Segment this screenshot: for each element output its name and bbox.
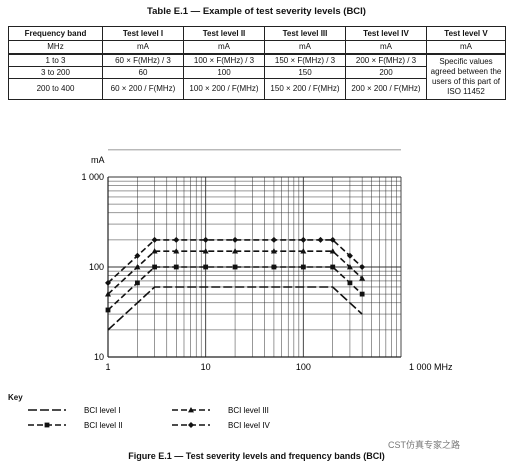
unit-cell: mA — [264, 40, 346, 55]
series-line-bci-level-ii — [107, 266, 363, 311]
unit-cell: mA — [102, 40, 184, 55]
table-cell: 200 — [345, 66, 427, 79]
key-label: BCI level III — [228, 406, 269, 415]
data-point-bci-level-ii — [347, 280, 353, 286]
data-point-bci-level-iii — [359, 275, 366, 281]
unit-cell: mA — [183, 40, 265, 55]
data-point-bci-level-ii — [330, 264, 336, 270]
header-test-level-3: Test level III — [264, 26, 346, 41]
table-cell: 150 × F(MHz) / 3 — [264, 53, 346, 67]
table-cell: 100 — [183, 66, 265, 79]
key-title: Key — [8, 393, 23, 402]
chart-key: BCI level I BCI level II BCI level III BCI … — [28, 406, 270, 430]
data-point-bci-level-iii — [134, 264, 141, 270]
watermark: CST仿真专家之路 — [386, 438, 463, 451]
data-point-bci-level-iv — [134, 252, 141, 259]
figure-caption: Figure E.1 — Test severity levels and fr… — [128, 451, 385, 461]
data-point-bci-level-iii — [300, 248, 307, 254]
table-cell: 200 × 200 / F(MHz) — [345, 78, 427, 100]
data-point-bci-level-ii — [105, 307, 111, 313]
series-line-bci-level-iv — [107, 239, 363, 284]
data-point-bci-level-iii — [232, 248, 239, 254]
data-point-bci-level-iv — [202, 236, 209, 243]
header-test-level-4: Test level IV — [345, 26, 427, 41]
table-cell: 60 × 200 / F(MHz) — [102, 78, 184, 100]
x-tick-label: 10 — [201, 362, 211, 372]
y-tick-label: 1 000 — [81, 172, 104, 182]
data-point-bci-level-iv — [329, 236, 336, 243]
y-tick-label: 100 — [89, 262, 104, 272]
header-frequency-band: Frequency band — [8, 26, 103, 41]
data-point-bci-level-iii — [173, 248, 180, 254]
data-point-bci-level-ii — [300, 264, 306, 270]
data-point-bci-level-ii — [152, 264, 157, 270]
table-cell: 150 × 200 / F(MHz) — [264, 78, 346, 100]
severity-table: Frequency band Test level I Test level I… — [8, 26, 506, 100]
table-cell: 1 to 3 — [8, 53, 103, 67]
data-point-bci-level-iv — [232, 236, 239, 243]
data-point-bci-level-ii — [203, 264, 209, 270]
data-point-bci-level-iii — [329, 248, 336, 254]
data-point-bci-level-iii — [151, 248, 158, 254]
header-test-level-2: Test level II — [183, 26, 265, 41]
series-line-bci-level-i — [107, 286, 363, 331]
key-marker — [44, 422, 50, 428]
table-cell: 3 to 200 — [8, 66, 103, 79]
data-point-bci-level-iii — [105, 291, 111, 297]
key-label: BCI level II — [84, 421, 123, 430]
data-point-bci-level-ii — [135, 280, 140, 286]
data-point-bci-level-iv — [151, 236, 158, 243]
series-line-bci-level-iii — [107, 250, 363, 295]
unit-cell: mA — [426, 40, 506, 55]
data-point-bci-level-iv — [300, 236, 307, 243]
x-tick-label: 1 000 MHz — [409, 362, 453, 372]
x-tick-label: 1 — [105, 362, 110, 372]
table-cell: 60 × F(MHz) / 3 — [102, 53, 184, 67]
key-label: BCI level IV — [228, 421, 270, 430]
table-cell: 200 to 400 — [8, 78, 103, 100]
data-point-bci-level-iv — [105, 279, 111, 286]
data-point-bci-level-ii — [271, 264, 277, 270]
data-point-bci-level-ii — [232, 264, 238, 270]
data-point-bci-level-iii — [346, 264, 353, 270]
data-point-bci-level-iii — [202, 248, 209, 254]
data-point-bci-level-ii — [173, 264, 179, 270]
header-test-level-5: Test level V — [426, 26, 506, 41]
y-tick-label: 10 — [94, 352, 104, 362]
data-point-bci-level-iv — [346, 252, 353, 259]
table-cell: 60 — [102, 66, 184, 79]
key-marker — [188, 422, 194, 428]
table-cell: 100 × F(MHz) / 3 — [183, 53, 265, 67]
data-point-bci-level-iv — [317, 236, 324, 243]
unit-cell: mA — [345, 40, 427, 55]
x-tick-label: 100 — [296, 362, 311, 372]
y-axis-unit-label: mA — [91, 155, 105, 165]
data-point-bci-level-iv — [270, 236, 277, 243]
test-level-5-note: Specific values agreed between the users… — [426, 53, 506, 100]
table-cell: 100 × 200 / F(MHz) — [183, 78, 265, 100]
unit-cell: MHz — [8, 40, 103, 55]
key-label: BCI level I — [84, 406, 120, 415]
table-cell: 150 — [264, 66, 346, 79]
data-point-bci-level-ii — [359, 291, 365, 297]
data-point-bci-level-iv — [173, 236, 180, 243]
data-point-bci-level-iii — [270, 248, 277, 254]
header-test-level-1: Test level I — [102, 26, 184, 41]
key-marker — [188, 407, 194, 413]
table-cell: 200 × F(MHz) / 3 — [345, 53, 427, 67]
data-point-bci-level-iv — [359, 264, 366, 270]
table-caption: Table E.1 — Example of test severity lev… — [147, 6, 366, 17]
